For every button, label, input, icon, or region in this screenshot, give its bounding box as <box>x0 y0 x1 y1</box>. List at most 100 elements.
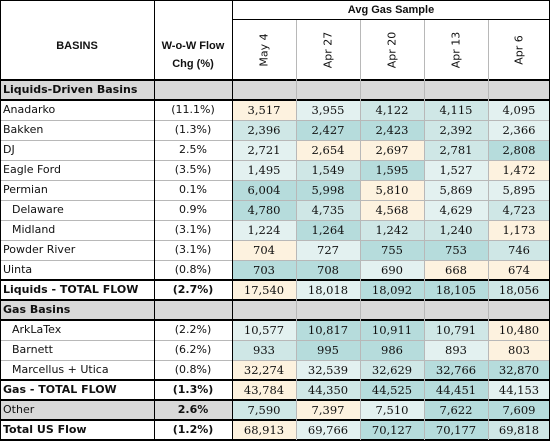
row-label: Other <box>0 400 154 420</box>
flow-value: 7,510 <box>360 400 424 420</box>
flow-value: 4,780 <box>232 200 296 220</box>
section-divider <box>0 299 550 301</box>
row-label: Midland <box>12 223 56 236</box>
wow-change: 0.9% <box>179 203 207 216</box>
section-fill <box>232 80 550 100</box>
wow-change: 0.1% <box>179 183 207 196</box>
flow-value: 2,808 <box>488 140 550 160</box>
flow-value: 2,396 <box>232 120 296 140</box>
date-header-2: Apr 20 <box>360 20 424 80</box>
flow-value: 4,568 <box>360 200 424 220</box>
flow-value: 1,549 <box>296 160 360 180</box>
flow-value: 70,127 <box>360 420 424 440</box>
flow-value: 32,629 <box>360 360 424 380</box>
date-header-3: Apr 13 <box>424 20 488 80</box>
row-divider <box>0 180 550 181</box>
flow-value: 755 <box>360 240 424 260</box>
flow-value: 933 <box>232 340 296 360</box>
flow-value: 1,472 <box>488 160 550 180</box>
wow-change: (2.2%) <box>174 323 212 336</box>
flow-value: 6,004 <box>232 180 296 200</box>
flow-value: 5,895 <box>488 180 550 200</box>
row-divider <box>0 200 550 201</box>
wow-change: (3.1%) <box>174 223 212 236</box>
flow-value: 893 <box>424 340 488 360</box>
wow-change: 2.6% <box>154 400 232 420</box>
flow-value: 2,781 <box>424 140 488 160</box>
section-fill <box>232 300 550 320</box>
date-col-divider <box>360 20 361 440</box>
flow-value: 5,998 <box>296 180 360 200</box>
table-bottom-border <box>0 439 550 440</box>
flow-value: 753 <box>424 240 488 260</box>
flow-value: 44,153 <box>488 380 550 400</box>
row-label: Liquids - TOTAL FLOW <box>3 283 139 296</box>
date-header-label: Apr 13 <box>449 31 463 69</box>
header-top-border <box>0 0 550 1</box>
flow-value: 674 <box>488 260 550 280</box>
section-divider <box>0 439 550 441</box>
flow-value: 2,392 <box>424 120 488 140</box>
row-divider <box>0 220 550 221</box>
row-divider <box>0 140 550 141</box>
date-header-4: Apr 6 <box>488 20 550 80</box>
flow-value: 10,817 <box>296 320 360 340</box>
date-col-divider <box>296 20 297 440</box>
flow-value: 803 <box>488 340 550 360</box>
date-col-divider <box>424 20 425 440</box>
wow-change: 2.5% <box>179 143 207 156</box>
flow-value: 2,366 <box>488 120 550 140</box>
flow-value: 4,723 <box>488 200 550 220</box>
row-label: Bakken <box>3 123 44 136</box>
header-subline <box>232 19 550 20</box>
flow-value: 1,595 <box>360 160 424 180</box>
flow-value: 10,911 <box>360 320 424 340</box>
flow-value: 18,105 <box>424 280 488 300</box>
flow-value: 4,629 <box>424 200 488 220</box>
flow-value: 32,539 <box>296 360 360 380</box>
flow-value: 7,609 <box>488 400 550 420</box>
section-header: Liquids-Driven Basins <box>0 80 232 100</box>
flow-value: 69,766 <box>296 420 360 440</box>
flow-value: 2,721 <box>232 140 296 160</box>
section-divider <box>0 319 550 321</box>
row-label: Marcellus + Utica <box>12 363 109 376</box>
flow-value: 70,177 <box>424 420 488 440</box>
flow-value: 44,525 <box>360 380 424 400</box>
date-col-divider <box>488 20 489 440</box>
row-label: Permian <box>3 183 48 196</box>
date-header-label: May 4 <box>257 33 271 67</box>
flow-value: 10,577 <box>232 320 296 340</box>
row-label: Eagle Ford <box>3 163 61 176</box>
row-label: Powder River <box>3 243 76 256</box>
wow-header-line2: Chg (%) <box>172 58 214 70</box>
flow-value: 2,654 <box>296 140 360 160</box>
row-label: Total US Flow <box>3 423 87 436</box>
flow-value: 1,240 <box>424 220 488 240</box>
flow-value: 4,735 <box>296 200 360 220</box>
wow-change: (3.5%) <box>174 163 212 176</box>
flow-value: 995 <box>296 340 360 360</box>
wow-change: (1.3%) <box>174 123 212 136</box>
flow-value: 17,540 <box>232 280 296 300</box>
flow-value: 5,810 <box>360 180 424 200</box>
flow-value: 32,870 <box>488 360 550 380</box>
wow-change: (1.3%) <box>172 383 214 396</box>
flow-value: 704 <box>232 240 296 260</box>
row-divider <box>0 120 550 121</box>
row-divider <box>0 360 550 361</box>
wow-header-line1: W-o-W Flow <box>161 40 225 52</box>
row-label: Anadarko <box>3 103 56 116</box>
flow-value: 746 <box>488 240 550 260</box>
row-label: Barnett <box>12 343 53 356</box>
section-divider <box>0 399 550 401</box>
date-header-label: Apr 27 <box>321 31 335 69</box>
basins-header: BASINS <box>56 40 98 52</box>
flow-value: 3,955 <box>296 100 360 120</box>
flow-value: 3,517 <box>232 100 296 120</box>
wow-change: (0.8%) <box>174 263 212 276</box>
wow-change: (3.1%) <box>174 243 212 256</box>
header-bottom-border <box>0 79 550 81</box>
flow-value: 1,527 <box>424 160 488 180</box>
